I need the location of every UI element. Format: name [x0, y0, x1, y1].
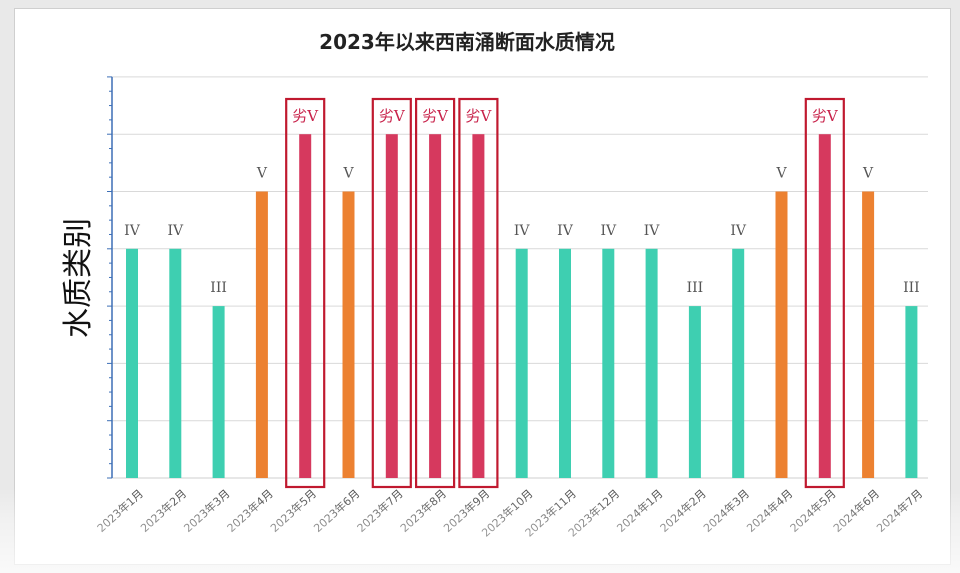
bar	[559, 248, 571, 478]
highlight-box	[415, 97, 456, 489]
bar-class-label: IV	[167, 223, 184, 239]
bar	[429, 134, 442, 478]
bar-class-label: IV	[730, 223, 747, 239]
bar	[472, 134, 485, 478]
x-tick-label: 2023年4月	[224, 486, 276, 535]
x-tick-label: 2023年5月	[267, 486, 319, 535]
gridlines	[112, 76, 928, 479]
bar-class-label: III	[687, 280, 704, 296]
x-tick-label: 2024年4月	[744, 486, 796, 535]
bar	[342, 191, 355, 478]
x-tick-label: 2023年2月	[137, 486, 189, 535]
bar	[212, 306, 225, 478]
x-tick-label: 2023年3月	[181, 486, 233, 535]
bar-class-label: V	[256, 166, 268, 182]
bar-class-label: IV	[124, 223, 141, 239]
x-tick-labels: 2023年1月2023年2月2023年3月2023年4月2023年5月2023年…	[94, 486, 925, 539]
bar	[255, 191, 268, 478]
bars	[126, 134, 918, 478]
x-tick-label: 2024年3月	[700, 486, 752, 535]
bar-class-label: IV	[600, 223, 617, 239]
bar	[688, 306, 701, 478]
bar	[862, 191, 875, 478]
highlight-box	[804, 97, 845, 489]
x-tick-label: 2023年7月	[354, 486, 406, 535]
highlight-boxes	[285, 97, 845, 489]
bar	[775, 191, 788, 478]
x-tick-label: 2024年7月	[874, 486, 926, 535]
bar-class-label: 劣V	[292, 107, 319, 125]
highlight-box	[285, 97, 326, 489]
bar-class-label: III	[903, 280, 920, 296]
bar	[732, 248, 745, 478]
bar	[169, 248, 182, 478]
bar-class-label: 劣V	[422, 107, 449, 125]
bar-class-label: IV	[644, 223, 661, 239]
bar	[818, 134, 831, 478]
highlight-box	[458, 97, 499, 489]
bar	[299, 134, 312, 478]
bar-class-label: V	[862, 166, 874, 182]
class-labels: IV IV III V 劣V V 劣V 劣V 劣V IV IV IV IV III IV V 劣V V III	[124, 107, 920, 296]
x-tick-label: 2024年1月	[614, 486, 666, 535]
chart-title: 2023年以来西南涌断面水质情况	[319, 30, 615, 54]
bar	[515, 248, 528, 478]
x-tick-label: 2024年2月	[657, 486, 709, 535]
x-tick-label: 2023年1月	[94, 486, 146, 535]
bar	[602, 248, 615, 478]
bar-class-label: V	[342, 166, 354, 182]
bar-class-label: III	[210, 280, 227, 296]
x-tick-label: 2024年6月	[830, 486, 882, 535]
x-tick-label: 2023年6月	[311, 486, 363, 535]
y-axis	[107, 76, 113, 479]
bar	[385, 134, 398, 478]
bar-class-label: 劣V	[465, 107, 492, 125]
x-tick-label: 2023年8月	[397, 486, 449, 535]
bar-class-label: IV	[514, 223, 531, 239]
bar-class-label: IV	[557, 223, 574, 239]
x-tick-label: 2024年5月	[787, 486, 839, 535]
bar-class-label: 劣V	[812, 107, 839, 125]
bar	[905, 306, 918, 478]
bar-class-label: 劣V	[379, 107, 406, 125]
bar-class-label: V	[775, 166, 787, 182]
bar	[645, 248, 658, 478]
highlight-box	[371, 97, 412, 489]
y-axis-label: 水质类别	[61, 218, 96, 338]
bar	[126, 248, 138, 478]
